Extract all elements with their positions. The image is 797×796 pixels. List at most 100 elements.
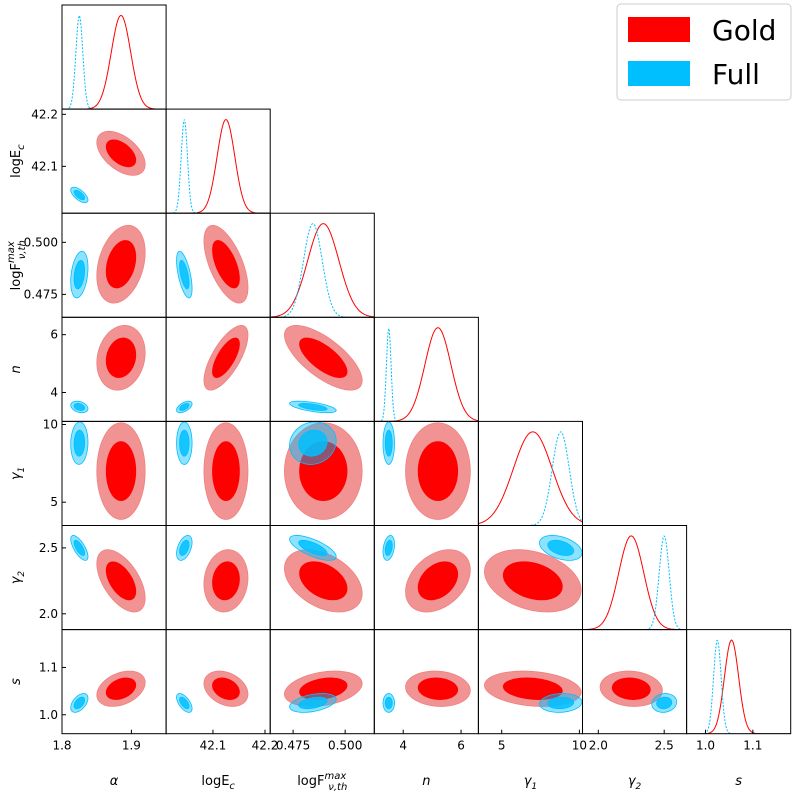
y-tick-label-n: 6 — [50, 328, 58, 342]
panel-content — [382, 670, 471, 713]
x-axis-label-logEc: logEc — [201, 774, 235, 792]
density-curve-full — [62, 13, 167, 110]
panel-content — [284, 325, 363, 414]
panel-frame — [269, 212, 375, 318]
x-tick-label-logEc: 42.1 — [200, 739, 227, 753]
panel-content — [70, 670, 146, 713]
contour-1sigma-gold — [105, 337, 137, 378]
contour-1sigma-full — [298, 539, 328, 556]
density-curve-gold — [478, 431, 583, 525]
x-tick-label-gamma1: 10 — [572, 739, 587, 753]
panel-gamma2-vs-n — [373, 525, 479, 631]
x-tick-label-alpha: 1.8 — [52, 739, 71, 753]
x-axis-label-alpha: α — [110, 774, 119, 789]
legend-label-gold: Gold — [712, 14, 776, 47]
contour-1sigma-gold — [212, 337, 240, 378]
panel-s-vs-n — [373, 629, 479, 735]
panel-gamma1-vs-n — [373, 420, 479, 526]
y-tick-label-logEc: 42.1 — [31, 159, 58, 173]
y-tick-label-logEc: 42.2 — [31, 107, 58, 121]
panel-n-vs-n — [373, 316, 479, 422]
x-tick-label-logF: 0.500 — [328, 739, 362, 753]
panel-content — [484, 535, 583, 613]
y-axis-label-n: n — [9, 365, 24, 373]
density-curve-full — [166, 119, 271, 214]
contour-1sigma-full — [73, 696, 86, 710]
density-curve-full — [686, 639, 791, 734]
x-axis-label-gamma2: γ2 — [628, 774, 642, 792]
contour-1sigma-full — [298, 429, 328, 457]
panel-alpha-vs-alpha — [61, 4, 167, 110]
y-axis-label-logEc: logEc — [9, 144, 27, 178]
x-tick-label-s: 1.0 — [696, 739, 715, 753]
panel-content — [176, 325, 249, 414]
y-tick-label-s: 1.0 — [39, 708, 58, 722]
contour-1sigma-full — [73, 403, 86, 411]
contour-1sigma-gold — [212, 561, 240, 601]
x-tick-label-logF: 0.475 — [276, 739, 310, 753]
contour-1sigma-full — [298, 403, 328, 411]
density-curve-gold — [62, 14, 167, 110]
panel-n-vs-logEc — [165, 316, 271, 422]
density-curve-gold — [270, 223, 375, 318]
panel-gamma2-vs-logEc — [165, 525, 271, 631]
panel-logF-vs-alpha — [61, 212, 167, 318]
x-axis-label-logF: logFmax ν,th — [297, 771, 347, 793]
contour-1sigma-full — [179, 539, 190, 556]
x-tick-label-gamma2: 2.0 — [589, 739, 608, 753]
panel-content — [374, 327, 479, 422]
panel-frame — [582, 525, 688, 631]
contour-1sigma-gold — [611, 677, 651, 700]
contour-1sigma-full — [73, 429, 86, 457]
panel-logF-vs-logEc — [165, 212, 271, 318]
density-curve-gold — [166, 118, 271, 214]
panel-content — [176, 670, 249, 713]
panel-content — [478, 431, 583, 526]
x-tick-label-logEc: 42.2 — [252, 739, 279, 753]
contour-1sigma-gold — [417, 677, 459, 700]
y-tick-label-gamma2: 2.0 — [39, 607, 58, 621]
legend-swatch-full — [628, 61, 690, 86]
density-curve-gold — [686, 639, 791, 734]
contour-1sigma-gold — [105, 441, 137, 502]
contour-1sigma-full — [384, 539, 393, 556]
y-axis-label-gamma1: γ1 — [9, 467, 27, 480]
panel-s-vs-gamma1 — [477, 629, 583, 735]
y-tick-label-gamma2: 2.5 — [39, 541, 58, 555]
density-curve-full — [270, 223, 375, 318]
density-curve-gold — [582, 535, 687, 630]
panel-s-vs-alpha — [61, 629, 167, 735]
contour-1sigma-gold — [299, 677, 348, 700]
panel-s-vs-s — [686, 629, 792, 735]
panel-gamma1-vs-gamma1 — [477, 420, 583, 526]
panel-content — [176, 421, 249, 520]
y-tick-label-s: 1.1 — [39, 660, 58, 674]
contour-1sigma-gold — [502, 561, 563, 601]
panel-gamma2-vs-gamma1 — [477, 525, 583, 631]
panel-s-vs-logF — [269, 629, 375, 735]
panel-frame — [61, 4, 167, 110]
contour-1sigma-full — [73, 259, 86, 290]
y-tick-label-gamma1: 10 — [43, 418, 58, 432]
panel-gamma1-vs-logEc — [165, 420, 271, 526]
panel-logEc-vs-logEc — [165, 108, 271, 214]
x-tick-label-gamma2: 2.5 — [655, 739, 674, 753]
panel-content — [582, 535, 687, 630]
legend-swatch-gold — [628, 17, 690, 42]
panel-s-vs-gamma2 — [582, 629, 688, 735]
panel-content — [284, 421, 363, 520]
panel-content — [70, 535, 146, 613]
y-tick-label-logF: 0.500 — [24, 235, 58, 249]
panel-content — [599, 670, 678, 713]
y-tick-label-logF: 0.475 — [24, 287, 58, 301]
panel-gamma1-vs-alpha — [61, 420, 167, 526]
panel-content — [284, 535, 363, 613]
contour-1sigma-gold — [417, 561, 459, 601]
panel-s-vs-logEc — [165, 629, 271, 735]
y-tick-label-gamma1: 5 — [50, 495, 58, 509]
panel-frame — [477, 420, 583, 526]
panel-content — [484, 670, 583, 713]
panel-content — [70, 325, 146, 414]
contour-1sigma-full — [179, 259, 190, 290]
